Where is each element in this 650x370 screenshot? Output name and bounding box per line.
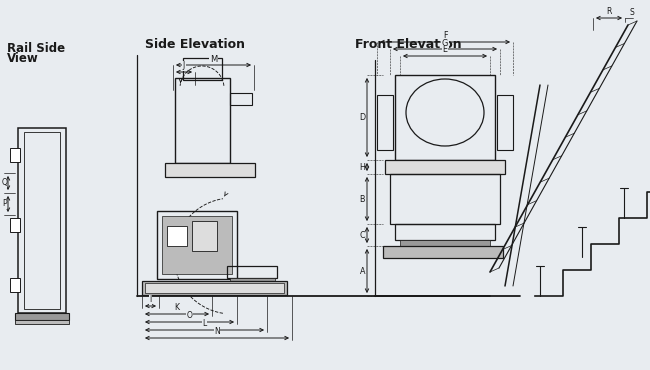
Text: G: G — [442, 38, 448, 47]
Bar — [162, 216, 232, 274]
Bar — [395, 224, 495, 240]
Text: I: I — [150, 296, 151, 305]
Bar — [145, 283, 284, 293]
Text: C: C — [359, 231, 365, 239]
Bar — [230, 278, 275, 283]
Bar — [227, 266, 277, 278]
Text: P: P — [3, 199, 7, 209]
Bar — [157, 211, 237, 279]
Bar — [383, 246, 503, 258]
Text: F: F — [443, 31, 447, 40]
Text: N: N — [214, 327, 220, 336]
Bar — [175, 78, 230, 163]
Text: B: B — [359, 195, 365, 204]
Text: M: M — [210, 54, 217, 64]
Bar — [142, 281, 287, 295]
Bar — [400, 240, 490, 246]
Bar — [230, 93, 252, 105]
Text: H: H — [359, 162, 365, 172]
Bar — [15, 313, 69, 320]
Text: J: J — [183, 61, 185, 71]
Text: A: A — [359, 266, 365, 276]
Text: K: K — [174, 303, 179, 313]
Text: View: View — [7, 52, 39, 65]
Bar — [377, 95, 393, 150]
Text: Side Elevation: Side Elevation — [145, 38, 245, 51]
Text: R: R — [606, 7, 612, 17]
Bar — [183, 58, 222, 80]
Text: Front Elevation: Front Elevation — [355, 38, 462, 51]
Text: S: S — [630, 8, 635, 17]
Bar — [497, 95, 513, 150]
Bar — [390, 174, 500, 224]
Text: E: E — [443, 46, 447, 54]
Bar — [10, 278, 20, 292]
Text: L: L — [202, 320, 207, 329]
Text: D: D — [359, 113, 365, 122]
Bar — [395, 75, 495, 160]
Bar — [385, 160, 505, 174]
Text: Rail Side: Rail Side — [7, 42, 65, 55]
Bar — [167, 226, 187, 246]
Bar — [15, 320, 69, 324]
Bar — [10, 218, 20, 232]
Bar — [24, 132, 60, 309]
Bar — [165, 163, 255, 177]
Bar — [18, 128, 66, 313]
Bar — [10, 148, 20, 162]
Text: O: O — [187, 312, 192, 320]
Bar — [192, 221, 217, 251]
Text: Q: Q — [1, 178, 7, 188]
